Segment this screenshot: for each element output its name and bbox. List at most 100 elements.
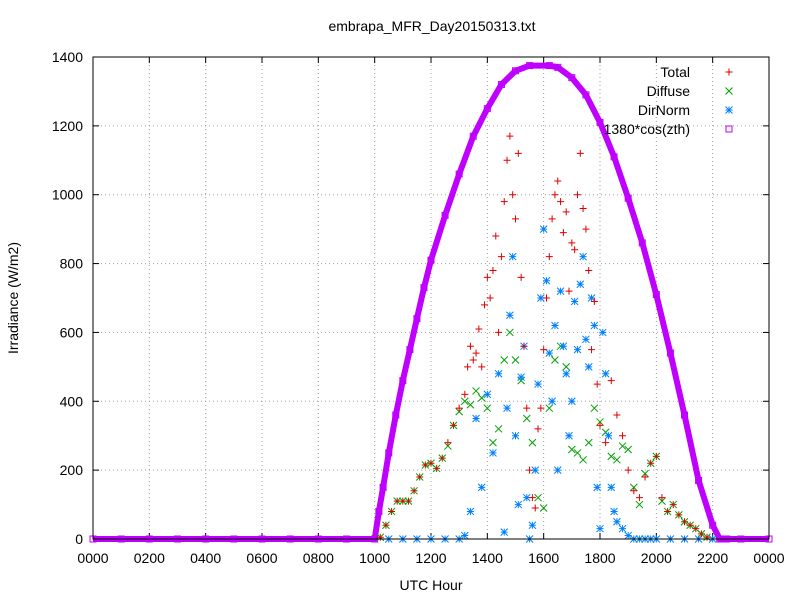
point-1380-cos-zth bbox=[554, 63, 562, 71]
point-total bbox=[464, 363, 472, 371]
point-dirnorm bbox=[508, 252, 517, 261]
series-total bbox=[376, 132, 711, 541]
point-total bbox=[486, 294, 494, 302]
point-total bbox=[681, 518, 688, 526]
legend-marker bbox=[725, 68, 733, 76]
point-dirnorm bbox=[503, 404, 511, 413]
point-total bbox=[619, 432, 627, 440]
point-total bbox=[503, 156, 511, 164]
x-tick-label: 0400 bbox=[190, 550, 221, 566]
point-dirnorm bbox=[573, 345, 582, 354]
point-dirnorm bbox=[562, 369, 571, 378]
point-total bbox=[545, 253, 553, 261]
point-diffuse bbox=[500, 356, 509, 364]
point-total bbox=[568, 239, 576, 247]
point-dirnorm bbox=[548, 397, 556, 406]
point-total bbox=[466, 342, 474, 350]
point-diffuse bbox=[483, 404, 492, 413]
point-total bbox=[483, 273, 491, 281]
point-total bbox=[438, 454, 446, 462]
point-dirnorm bbox=[545, 349, 554, 357]
x-tick-label: 2000 bbox=[641, 550, 672, 566]
point-dirnorm bbox=[559, 342, 568, 351]
point-dirnorm bbox=[624, 531, 633, 540]
point-dirnorm bbox=[553, 466, 562, 474]
point-dirnorm bbox=[517, 373, 525, 382]
point-dirnorm bbox=[601, 369, 610, 378]
point-total bbox=[585, 266, 593, 274]
point-total bbox=[534, 425, 542, 433]
point-diffuse bbox=[477, 393, 486, 402]
point-total bbox=[593, 380, 601, 388]
point-dirnorm bbox=[494, 369, 503, 378]
point-dirnorm bbox=[604, 431, 613, 440]
point-dirnorm bbox=[593, 483, 602, 492]
point-dirnorm bbox=[579, 252, 587, 261]
legend-marker bbox=[725, 87, 733, 95]
point-total bbox=[528, 494, 536, 502]
point-1380-cos-zth bbox=[441, 211, 449, 219]
y-axis-label: Irradiance (W/m2) bbox=[5, 242, 21, 354]
point-1380-cos-zth bbox=[427, 256, 435, 264]
y-tick-label: 200 bbox=[60, 462, 84, 478]
y-tick-label: 1400 bbox=[52, 49, 83, 65]
x-tick-label: 1800 bbox=[584, 550, 615, 566]
point-total bbox=[630, 487, 638, 495]
point-dirnorm bbox=[489, 449, 497, 457]
point-total bbox=[506, 132, 514, 140]
point-1380-cos-zth bbox=[526, 62, 534, 70]
point-1380-cos-zth bbox=[420, 284, 428, 292]
point-1380-cos-zth bbox=[610, 153, 618, 161]
legend: Total Diffuse DirNorm 1380*cos(zth) bbox=[604, 64, 733, 137]
point-1380-cos-zth bbox=[406, 346, 414, 354]
point-1380-cos-zth bbox=[545, 62, 553, 70]
point-dirnorm bbox=[618, 524, 627, 533]
point-total bbox=[489, 266, 497, 274]
point-total bbox=[523, 404, 531, 412]
point-total bbox=[602, 439, 610, 447]
point-1380-cos-zth bbox=[638, 239, 646, 247]
x-tick-label: 2200 bbox=[697, 550, 728, 566]
point-dirnorm bbox=[514, 500, 523, 509]
point-diffuse bbox=[573, 449, 582, 457]
point-dirnorm bbox=[613, 517, 621, 526]
point-dirnorm bbox=[531, 466, 540, 474]
point-total bbox=[537, 404, 545, 412]
point-dirnorm bbox=[598, 328, 607, 337]
point-diffuse bbox=[590, 404, 599, 413]
point-total bbox=[531, 504, 539, 512]
point-total bbox=[669, 501, 677, 509]
point-dirnorm bbox=[500, 528, 509, 536]
point-total bbox=[433, 464, 441, 472]
point-total bbox=[520, 342, 528, 350]
point-total bbox=[416, 473, 424, 481]
point-1380-cos-zth bbox=[624, 194, 632, 202]
x-tick-label: 1600 bbox=[528, 550, 559, 566]
point-total bbox=[565, 287, 573, 295]
legend-label: 1380*cos(zth) bbox=[604, 121, 690, 137]
point-diffuse bbox=[460, 397, 469, 406]
point-dirnorm bbox=[483, 390, 492, 399]
point-dirnorm bbox=[584, 363, 593, 371]
y-tick-label: 1000 bbox=[52, 187, 83, 203]
point-dirnorm bbox=[506, 311, 514, 320]
point-1380-cos-zth bbox=[681, 411, 688, 419]
x-tick-label: 0200 bbox=[134, 550, 165, 566]
x-tick-label: 0600 bbox=[246, 550, 277, 566]
point-total bbox=[542, 294, 550, 302]
point-1380-cos-zth bbox=[582, 91, 590, 99]
point-dirnorm bbox=[582, 335, 590, 344]
point-1380-cos-zth bbox=[666, 349, 674, 357]
grid bbox=[93, 57, 769, 539]
point-total bbox=[526, 466, 534, 474]
point-dirnorm bbox=[570, 297, 579, 306]
point-total bbox=[475, 325, 483, 333]
y-tick-label: 600 bbox=[60, 324, 84, 340]
point-total bbox=[376, 533, 384, 541]
point-total bbox=[469, 356, 477, 364]
point-diffuse bbox=[551, 356, 559, 364]
point-dirnorm bbox=[460, 531, 469, 540]
point-dirnorm bbox=[542, 276, 551, 285]
point-total bbox=[664, 507, 672, 515]
